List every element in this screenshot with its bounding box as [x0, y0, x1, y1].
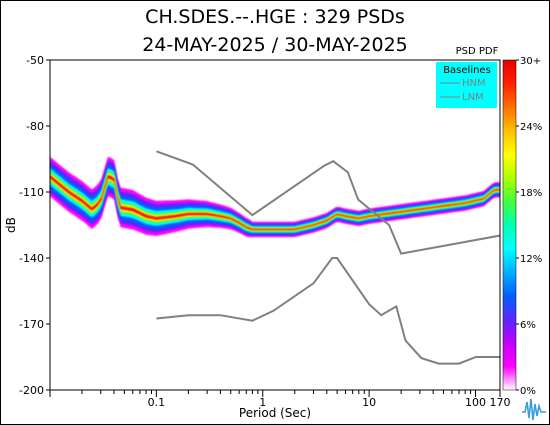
pdf-density — [50, 156, 500, 238]
x-tick-label: 0.1 — [148, 396, 166, 409]
y-tick-label: -50 — [26, 54, 44, 67]
y-tick-label: -200 — [19, 384, 44, 397]
legend-entry-lnm: LNM — [462, 92, 484, 103]
baseline-lnm — [156, 257, 500, 365]
legend-entry-hnm: HNM — [462, 78, 486, 89]
y-tick-label: -170 — [19, 318, 44, 331]
x-tick-label: 1 — [259, 396, 266, 409]
legend: Baselines HNM LNM — [436, 62, 497, 108]
legend-box — [436, 62, 497, 108]
colorbar-tick-label: 24% — [520, 122, 542, 133]
colorbar-tick-label: 12% — [520, 254, 542, 265]
colorbar-tick-label: 0% — [520, 386, 536, 397]
y-tick-label: -140 — [19, 252, 44, 265]
colorbar-tick-label: 30+ — [520, 56, 541, 67]
seismograph-logo-icon — [522, 398, 546, 421]
x-tick-label: 170 — [490, 396, 511, 409]
chart-title: CH.SDES.--.HGE : 329 PSDs — [145, 6, 405, 28]
chart-subtitle: 24-MAY-2025 / 30-MAY-2025 — [142, 34, 408, 56]
baseline-hnm — [156, 150, 500, 255]
colorbar-tick-label: 18% — [520, 188, 542, 199]
y-tick-label: -110 — [19, 186, 44, 199]
x-tick-label: 100 — [465, 396, 486, 409]
colorbar — [502, 59, 517, 391]
x-tick-label: 10 — [362, 396, 376, 409]
colorbar-tick-label: 6% — [520, 320, 536, 331]
y-tick-label: -80 — [26, 120, 44, 133]
x-axis-label: Period (Sec) — [239, 406, 311, 420]
colorbar-title: PSD PDF — [456, 46, 499, 57]
pdf-band-6 — [50, 174, 500, 231]
plot-frame — [49, 59, 501, 391]
y-axis-label: dB — [4, 217, 18, 233]
legend-title: Baselines — [443, 65, 491, 76]
